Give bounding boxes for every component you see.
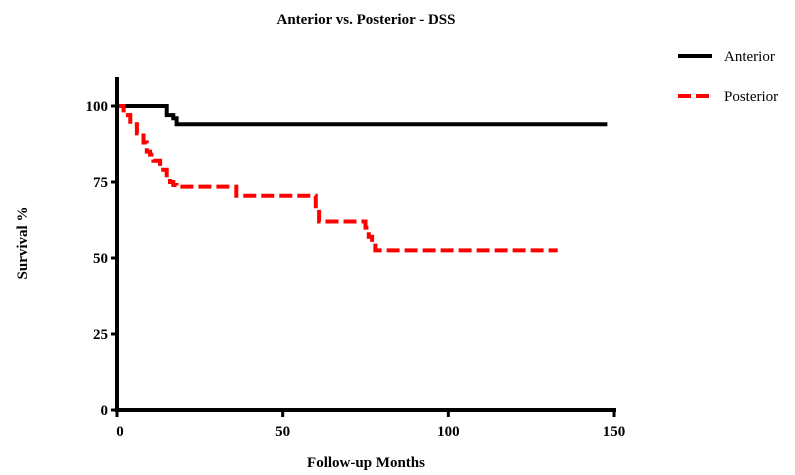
x-tick-label: 0 (116, 424, 124, 440)
chart-title: Anterior vs. Posterior - DSS (276, 12, 455, 28)
axes (115, 77, 616, 412)
legend-label-anterior: Anterior (724, 49, 775, 65)
x-tick-label: 100 (437, 424, 460, 440)
series-line-posterior (117, 104, 558, 253)
ticks: 0 25 50 75 100 0 50 100 150 (86, 99, 626, 440)
y-tick-label: 0 (101, 403, 109, 419)
x-axis-label: Follow-up Months (307, 455, 425, 471)
y-axis-label: Survival % (15, 207, 31, 280)
plot-lines (117, 104, 608, 253)
series-line-anterior (117, 104, 608, 127)
x-tick-label: 50 (275, 424, 290, 440)
legend-label-posterior: Posterior (724, 89, 778, 105)
y-tick-label: 75 (93, 175, 108, 191)
legend: Anterior Posterior (678, 49, 778, 105)
y-tick-label: 25 (93, 327, 108, 343)
y-tick-label: 50 (93, 251, 108, 267)
y-tick-label: 100 (86, 99, 109, 115)
x-tick-label: 150 (603, 424, 626, 440)
